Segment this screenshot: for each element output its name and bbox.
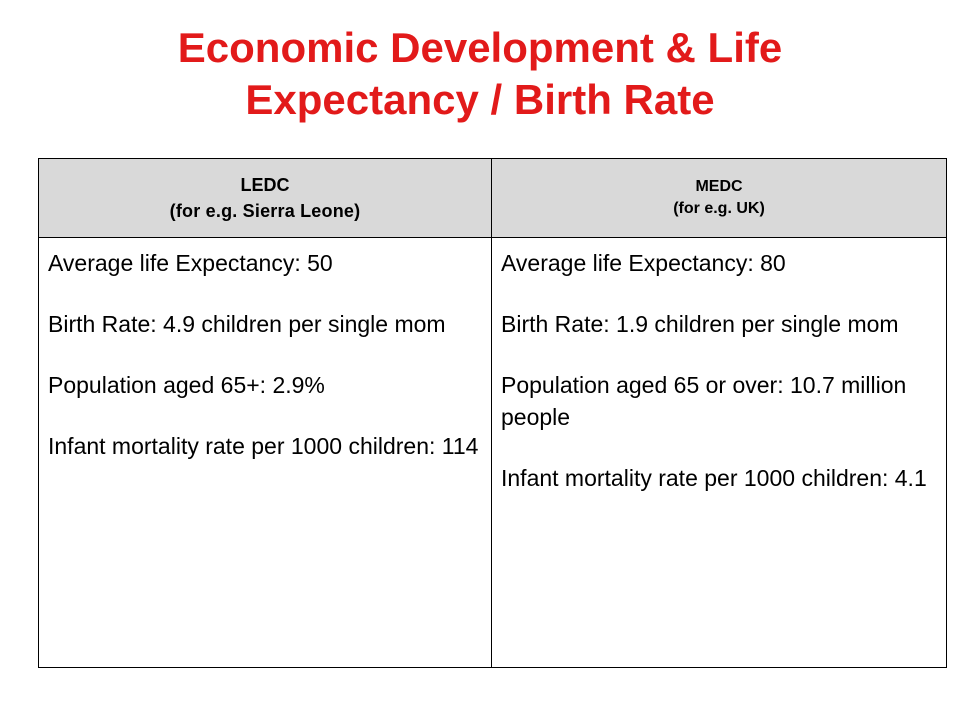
ledc-stats-cell: Average life Expectancy: 50 Birth Rate: …	[38, 237, 492, 668]
ledc-heading: LEDC	[240, 175, 290, 195]
ledc-header-cell: LEDC (for e.g. Sierra Leone)	[38, 158, 492, 238]
ledc-life-expectancy: Average life Expectancy: 50	[48, 250, 333, 276]
medc-life-expectancy: Average life Expectancy: 80	[501, 250, 786, 276]
page-title-line-1: Economic Development & Life	[177, 24, 783, 71]
comparison-table: LEDC (for e.g. Sierra Leone) MEDC (for e…	[38, 158, 947, 668]
medc-infant-mortality: Infant mortality rate per 1000 children:…	[501, 465, 927, 491]
page-title-line-2: Expectancy / Birth Rate	[245, 76, 715, 123]
table-header-row: LEDC (for e.g. Sierra Leone) MEDC (for e…	[38, 158, 947, 238]
ledc-birth-rate: Birth Rate: 4.9 children per single mom	[48, 311, 446, 337]
medc-birth-rate: Birth Rate: 1.9 children per single mom	[501, 311, 899, 337]
ledc-population-65: Population aged 65+: 2.9%	[48, 372, 325, 398]
medc-heading: MEDC	[695, 178, 743, 195]
page-title: Economic Development & Life Expectancy /…	[0, 22, 960, 126]
ledc-subheading: (for e.g. Sierra Leone)	[169, 201, 361, 221]
medc-population-65: Population aged 65 or over: 10.7 million…	[501, 372, 907, 430]
table-body-row: Average life Expectancy: 50 Birth Rate: …	[38, 237, 947, 668]
ledc-infant-mortality: Infant mortality rate per 1000 children:…	[48, 433, 479, 459]
medc-subheading: (for e.g. UK)	[673, 200, 765, 217]
medc-header-cell: MEDC (for e.g. UK)	[491, 158, 947, 238]
medc-stats-cell: Average life Expectancy: 80 Birth Rate: …	[491, 237, 947, 668]
